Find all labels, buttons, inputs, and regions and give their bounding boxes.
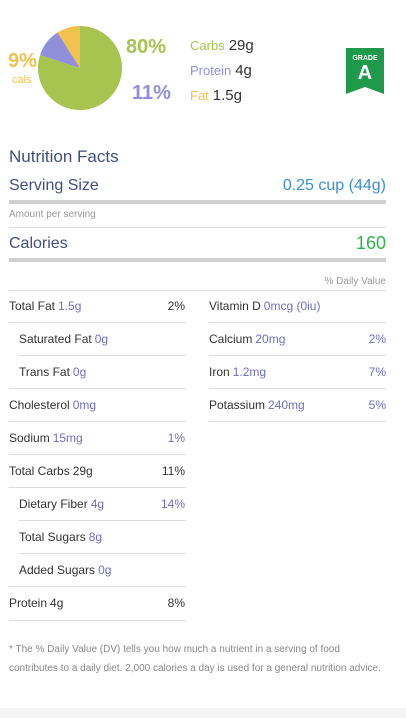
- nutrient-amount: 15mg: [52, 431, 83, 445]
- nutrient-amount: 1.2mg: [232, 365, 267, 379]
- nutrient-label: Protein: [9, 596, 48, 610]
- row-divider: [19, 355, 186, 356]
- bottom-band: [0, 708, 406, 718]
- nutrient-label: Potassium: [209, 398, 266, 412]
- macro-carbs: Carbs 29g: [190, 37, 254, 55]
- nutrient-label: Vitamin D: [209, 299, 261, 313]
- nutrient-amount: 4g: [90, 497, 105, 511]
- pie-slice-carbs: [38, 26, 123, 110]
- nutrient-amount: 8g: [88, 530, 103, 544]
- fat-percentage: 9%: [8, 50, 37, 72]
- nutrient-amount: 1.5g: [58, 299, 82, 313]
- divider-serving: [9, 200, 386, 204]
- nutrient-label: Total Sugars: [19, 530, 86, 544]
- nutrient-row-sodium: Sodium 15mg 1%: [9, 422, 185, 455]
- row-divider: [9, 322, 186, 323]
- nutrient-label: Total Carbs: [9, 464, 70, 478]
- grade-badge-icon: [346, 48, 384, 94]
- row-divider: [9, 586, 186, 587]
- nutrient-amount: 0g: [72, 365, 87, 379]
- nutrient-amount: 29g: [72, 464, 93, 478]
- nutrient-pct: 2%: [167, 299, 185, 313]
- nutrient-label: Trans Fat: [19, 365, 70, 379]
- cals-label: cals: [12, 74, 32, 86]
- grade-badge: GRADE A: [346, 48, 384, 94]
- macro-pie-chart: [38, 26, 123, 110]
- nutrient-pct: 7%: [368, 365, 386, 379]
- nutrient-amount: 240mg: [268, 398, 305, 412]
- row-divider: [19, 553, 186, 554]
- nutrient-row-iron: Iron 1.2mg 7%: [209, 356, 386, 389]
- row-divider: [9, 421, 186, 422]
- nutrient-pct: 11%: [161, 464, 185, 478]
- nutrient-row-total-sugars: Total Sugars 8g: [19, 521, 185, 554]
- nutrient-pct: 1%: [167, 431, 185, 445]
- macro-carbs-label: Carbs: [190, 38, 225, 53]
- nutrient-row-trans-fat: Trans Fat 0g: [19, 356, 185, 389]
- nutrient-label: Dietary Fiber: [19, 497, 88, 511]
- grade-letter: A: [357, 62, 373, 84]
- macro-carbs-value: 29g: [228, 37, 254, 54]
- nutrient-row-dietary-fiber: Dietary Fiber 4g 14%: [19, 488, 185, 521]
- divider-amount: [9, 227, 386, 228]
- nutrient-label: Calcium: [209, 332, 253, 346]
- daily-value-footnote: * The % Daily Value (DV) tells you how m…: [9, 644, 381, 674]
- nutrient-pct: 2%: [368, 332, 386, 346]
- nutrient-row-added-sugars: Added Sugars 0g: [19, 554, 185, 587]
- nutrient-amount: 0g: [94, 332, 109, 346]
- nutrient-label: Saturated Fat: [19, 332, 92, 346]
- nutrient-row-total-fat: Total Fat 1.5g 2%: [9, 290, 185, 323]
- nutrient-amount: 4g: [50, 596, 64, 610]
- divider-dv: [9, 290, 386, 291]
- nutrient-row-protein: Protein 4g 8%: [9, 587, 185, 620]
- nutrient-row-total-carbs: Total Carbs 29g 11%: [9, 455, 185, 488]
- pie-svg: [38, 26, 123, 110]
- nutrient-label: Total Fat: [9, 299, 56, 313]
- nutrient-amount: 0mg: [72, 398, 97, 412]
- amount-per-serving: Amount per serving: [9, 209, 96, 220]
- nutrient-pct: 5%: [368, 398, 386, 412]
- pie-slice-fat: [57, 26, 80, 68]
- nutrient-row-vitamin-d: Vitamin D 0mcg (0iu): [209, 290, 386, 323]
- macro-protein-value: 4g: [235, 62, 252, 79]
- calories-value: 160: [355, 233, 386, 253]
- macro-protein-label: Protein: [190, 63, 232, 78]
- nutrient-row-calcium: Calcium 20mg 2%: [209, 323, 386, 356]
- daily-value-header: % Daily Value: [324, 276, 386, 287]
- nutrition-facts-title: Nutrition Facts: [9, 147, 119, 166]
- nutrient-label: Iron: [209, 365, 230, 379]
- calories-label: Calories: [9, 235, 68, 252]
- row-divider: [9, 454, 186, 455]
- divider-calories: [9, 258, 386, 262]
- protein-percentage: 11%: [132, 82, 171, 104]
- nutrient-row-potassium: Potassium 240mg 5%: [209, 389, 386, 422]
- nutrient-label: Cholesterol: [9, 398, 70, 412]
- serving-size-value: 0.25 cup (44g): [282, 177, 386, 194]
- macro-protein: Protein 4g: [190, 62, 252, 80]
- nutrient-label: Sodium: [9, 431, 50, 445]
- nutrient-pct: 14%: [160, 497, 185, 511]
- row-divider: [9, 487, 186, 488]
- nutrient-amount: 20mg: [255, 332, 286, 346]
- row-divider: [209, 355, 386, 356]
- nutrient-amount: 0mcg (0iu): [263, 299, 321, 313]
- row-divider: [209, 421, 386, 422]
- row-divider: [209, 322, 386, 323]
- serving-size-label: Serving Size: [9, 177, 99, 194]
- grade-word: GRADE: [352, 55, 378, 62]
- row-divider: [19, 520, 186, 521]
- carbs-percentage: 80%: [126, 36, 167, 58]
- row-divider: [9, 620, 186, 621]
- nutrient-label: Added Sugars: [19, 563, 96, 577]
- nutrient-row-cholesterol: Cholesterol 0mg: [9, 389, 185, 422]
- macro-fat-value: 1.5g: [212, 87, 242, 104]
- row-divider: [209, 388, 386, 389]
- nutrient-pct: 8%: [167, 596, 185, 610]
- nutrient-amount: 0g: [98, 563, 112, 577]
- pie-slice-protein: [40, 32, 80, 68]
- macro-fat: Fat 1.5g: [190, 87, 242, 105]
- macro-fat-label: Fat: [190, 88, 209, 103]
- row-divider: [9, 388, 186, 389]
- nutrient-row-saturated-fat: Saturated Fat 0g: [19, 323, 185, 356]
